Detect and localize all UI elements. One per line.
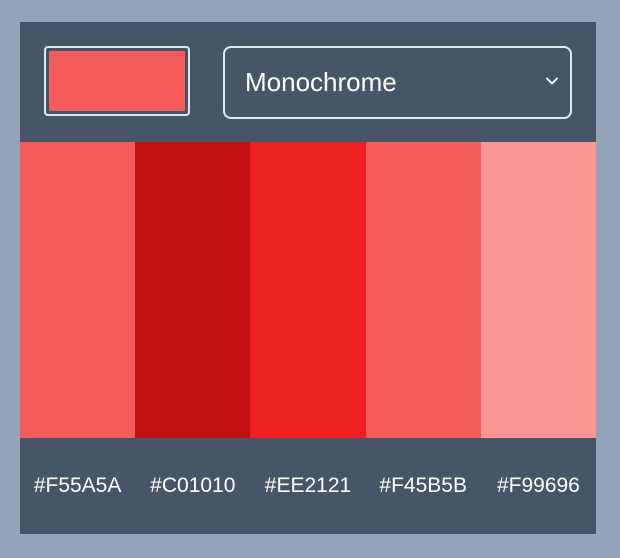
color-swatch-5 <box>480 142 597 438</box>
hex-label-3: #EE2121 <box>264 474 352 497</box>
hex-label-1: #F55A5A <box>33 474 122 497</box>
scheme-mode-value: Monochrome <box>245 67 397 97</box>
color-swatch-3 <box>250 142 366 438</box>
color-swatch-1 <box>20 142 136 438</box>
selected-color-well <box>49 51 185 111</box>
controls-header: Monochrome <box>20 22 596 142</box>
palette-swatches <box>20 142 597 438</box>
hex-value-labels: #F55A5A #C01010 #EE2121 #F45B5B #F99696 <box>20 438 596 534</box>
hex-label-4: #F45B5B <box>379 474 467 497</box>
hex-label-2: #C01010 <box>150 474 236 497</box>
color-swatch-4 <box>365 142 481 438</box>
color-swatch-2 <box>135 142 251 438</box>
color-scheme-app: Monochrome #F55A5A #C01010 #EE2121 #F45B… <box>20 22 597 534</box>
scheme-mode-select[interactable]: Monochrome <box>223 46 572 119</box>
chevron-down-icon <box>546 77 558 85</box>
hex-label-5: #F99696 <box>496 474 580 497</box>
color-picker-input[interactable] <box>44 46 190 116</box>
